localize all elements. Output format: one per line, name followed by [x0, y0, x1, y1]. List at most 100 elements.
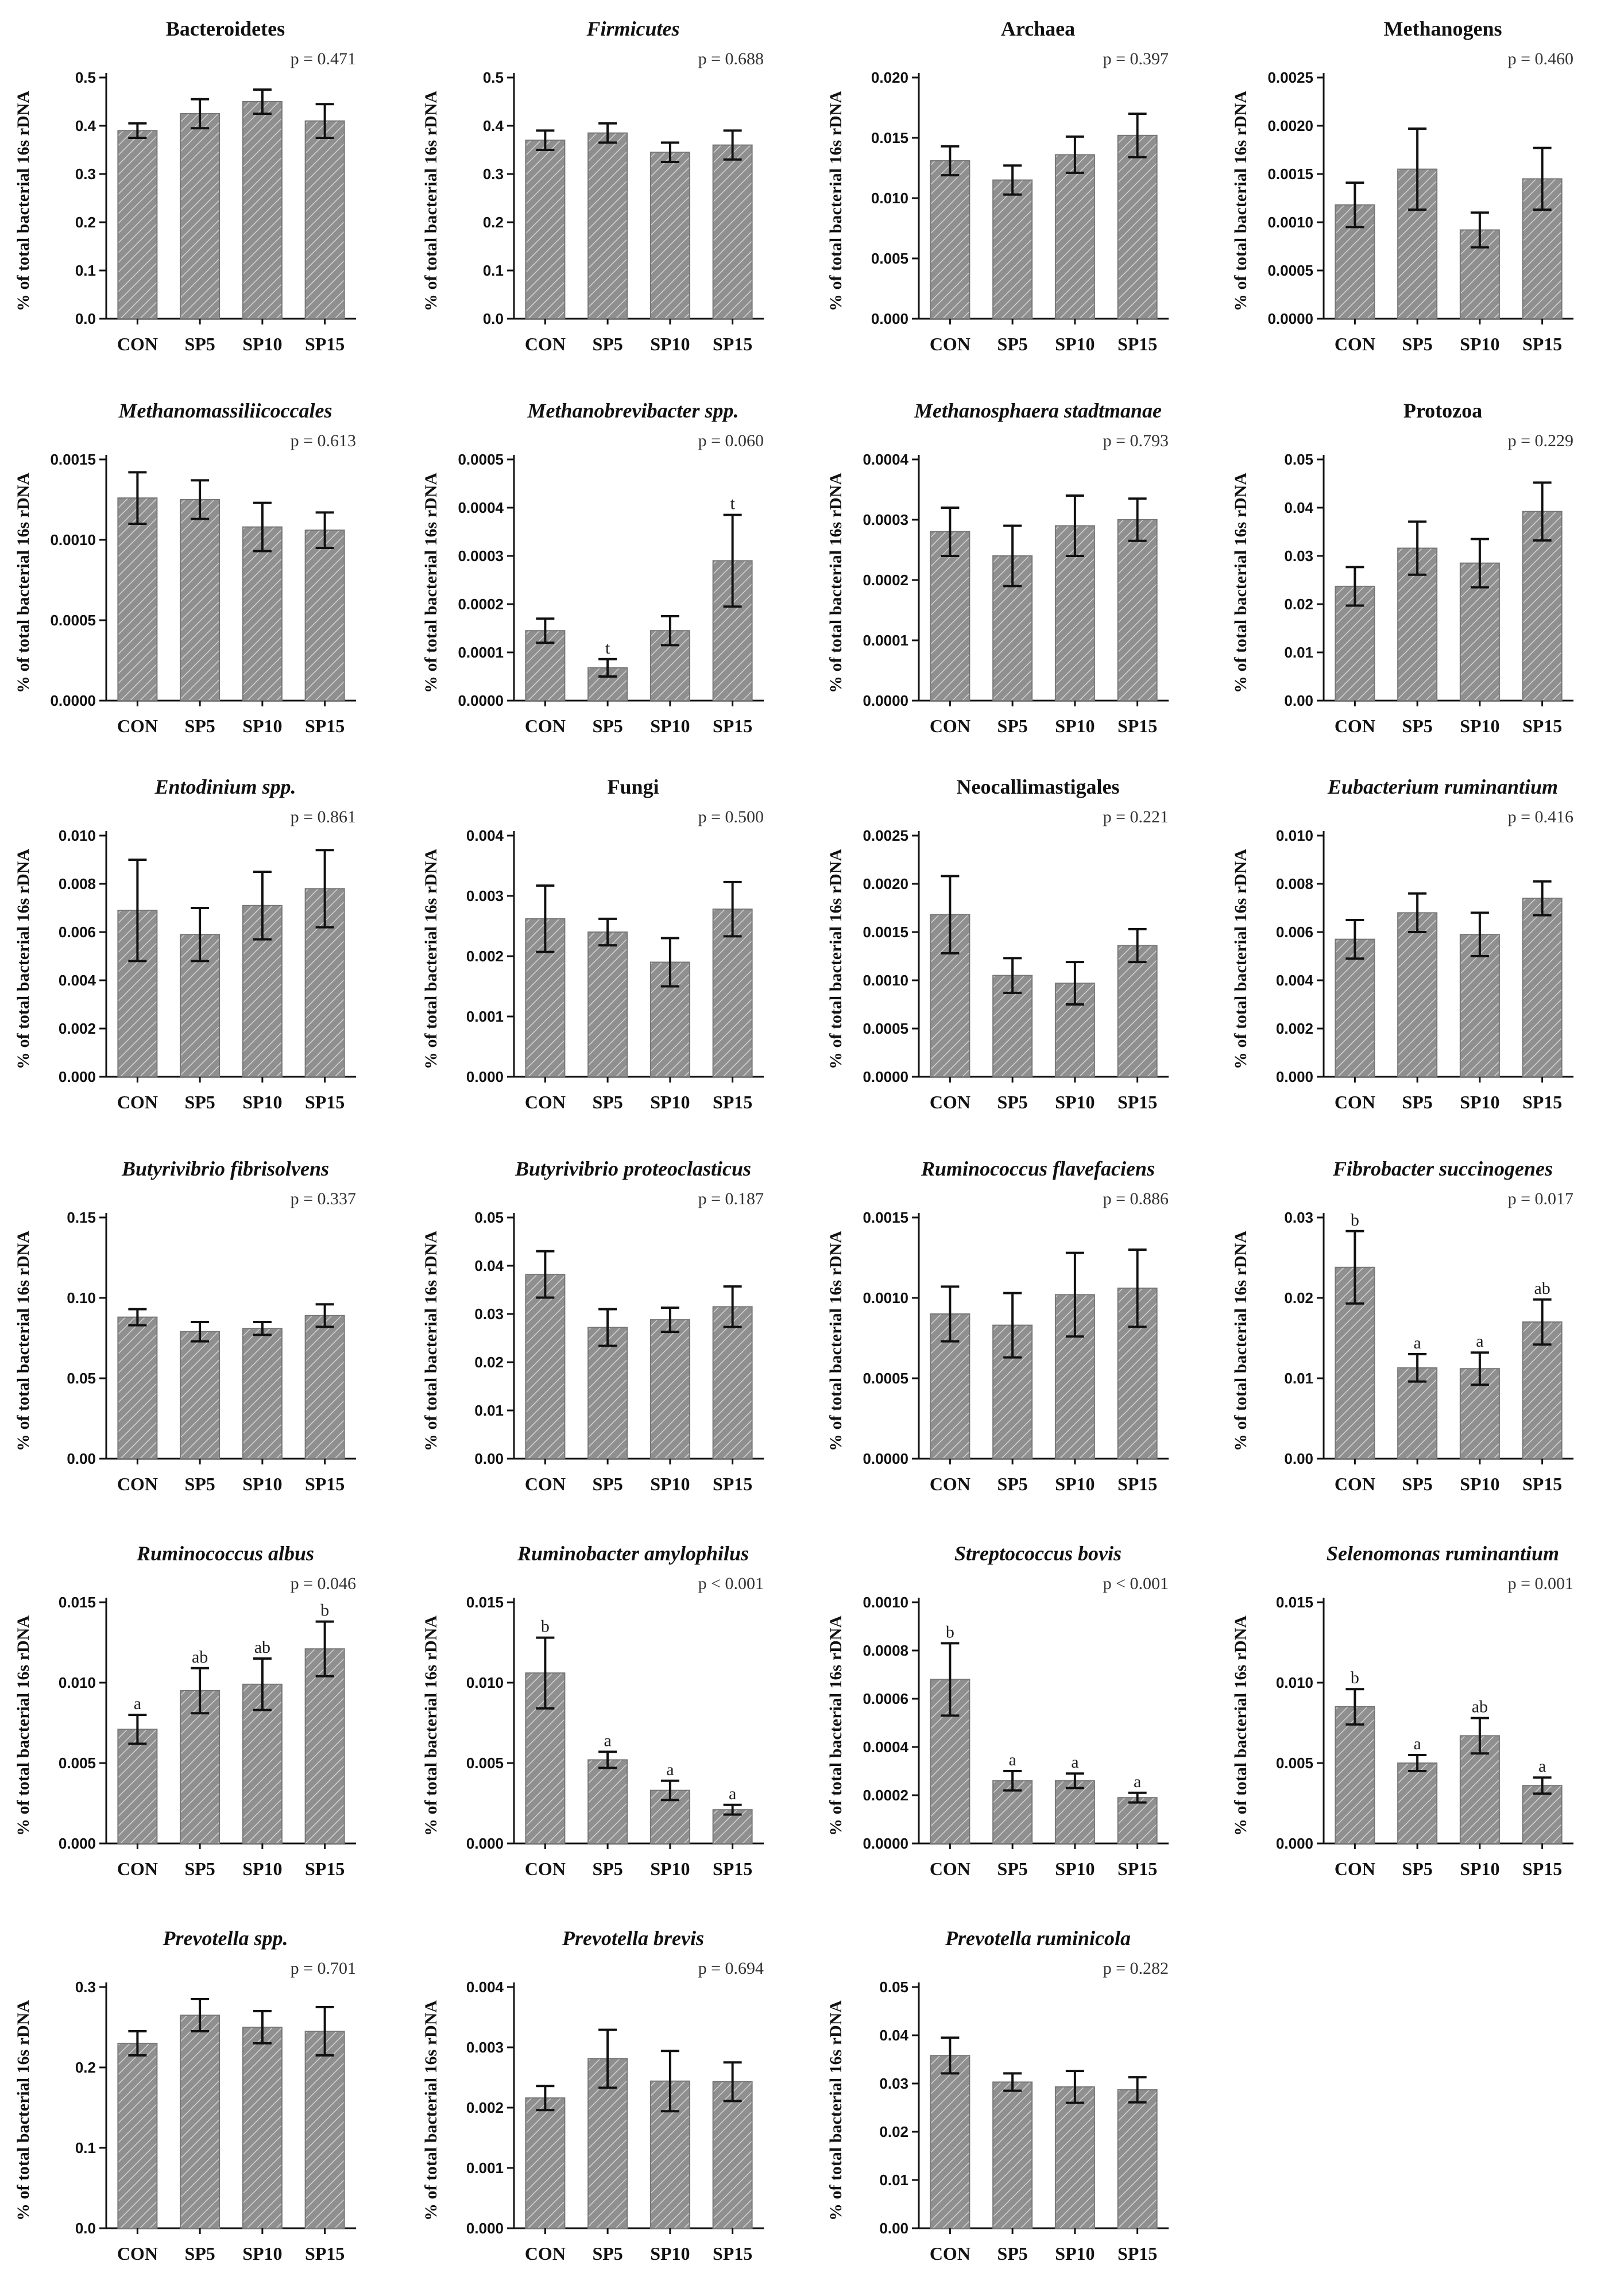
x-tick-label: SP5: [184, 1858, 215, 1879]
y-axis-label: % of total bacterial 16s rDNA: [1231, 1615, 1250, 1836]
y-axis-label: % of total bacterial 16s rDNA: [826, 849, 845, 1069]
y-tick-label: 0.0004: [863, 451, 908, 468]
y-tick-label: 0.2: [483, 214, 504, 231]
significance-letter: t: [605, 639, 610, 658]
y-tick-label: 0.0002: [458, 596, 504, 613]
x-tick-label: SP5: [184, 1092, 215, 1112]
chart-title: Archaea: [1001, 17, 1075, 40]
y-tick-label: 0.05: [474, 1209, 504, 1226]
y-tick-label: 0.0: [75, 310, 96, 327]
p-value-label: p = 0.793: [1103, 431, 1169, 450]
y-tick-label: 0.005: [1276, 1754, 1313, 1772]
x-tick-label: CON: [117, 1858, 158, 1879]
x-tick-label: CON: [117, 716, 158, 736]
y-tick-label: 0.10: [67, 1289, 96, 1307]
significance-letter: ab: [1534, 1279, 1550, 1298]
bar-con: [117, 1316, 158, 1459]
chart-title: Eubacterium ruminantium: [1327, 775, 1558, 798]
y-tick-label: 0.0000: [458, 692, 504, 709]
p-value-label: p = 0.694: [698, 1959, 764, 1978]
x-tick-label: SP5: [1402, 1092, 1432, 1112]
y-tick-label: 0.2: [75, 2059, 96, 2076]
significance-letter: b: [320, 1601, 329, 1620]
x-tick-label: SP5: [997, 1092, 1027, 1112]
chart-title: Entodinium spp.: [154, 775, 296, 798]
chart-title: Methanosphaera stadtmanae: [914, 399, 1162, 422]
y-tick-label: 0.4: [75, 117, 96, 134]
chart-panel-14: Butyrivibrio proteoclasticus p = 0.187 % o…: [422, 1157, 764, 1494]
y-tick-label: 0.3: [75, 1978, 96, 1996]
x-tick-label: SP10: [242, 1858, 282, 1879]
bar-con: [117, 1729, 158, 1845]
p-value-label: p = 0.861: [291, 807, 356, 826]
bar-sp15: [1117, 2089, 1158, 2229]
y-tick-label: 0.02: [1284, 1289, 1313, 1307]
chart-panel-10: Fungi p = 0.500 % of total bacterial 16s r…: [422, 775, 764, 1112]
x-tick-label: SP10: [1460, 716, 1499, 736]
y-tick-label: 0.015: [1276, 1594, 1313, 1611]
y-tick-label: 0.0005: [863, 1020, 908, 1037]
chart-title: Protozoa: [1403, 399, 1482, 422]
p-value-label: p = 0.500: [698, 807, 764, 826]
y-tick-label: 0.0010: [863, 1289, 908, 1307]
y-axis-label: % of total bacterial 16s rDNA: [826, 1615, 845, 1836]
significance-letter: b: [541, 1617, 550, 1636]
y-tick-label: 0.1: [75, 2139, 96, 2156]
x-tick-label: CON: [525, 1858, 566, 1879]
y-tick-label: 0.03: [1284, 547, 1313, 565]
bar-sp10: [242, 2027, 283, 2229]
y-axis-label: % of total bacterial 16s rDNA: [14, 1615, 33, 1836]
y-tick-label: 0.2: [75, 214, 96, 231]
p-value-label: p = 0.060: [698, 431, 764, 450]
y-axis-label: % of total bacterial 16s rDNA: [14, 2000, 33, 2221]
x-tick-label: CON: [525, 2243, 566, 2264]
x-tick-label: SP15: [305, 2243, 345, 2264]
bar-sp10: [1459, 934, 1500, 1078]
x-tick-label: SP10: [650, 334, 690, 354]
bar-sp15: [304, 120, 345, 319]
x-tick-label: SP15: [1522, 1092, 1562, 1112]
bar-con: [1335, 1706, 1375, 1844]
chart-panel-11: Neocallimastigales p = 0.221 % of total ba…: [826, 775, 1169, 1112]
bar-sp5: [587, 1327, 628, 1459]
y-tick-label: 0.04: [474, 1257, 504, 1274]
x-tick-label: SP15: [1118, 2243, 1157, 2264]
y-tick-label: 0.0004: [458, 499, 504, 516]
bar-sp10: [1054, 2086, 1095, 2229]
y-tick-label: 0.02: [879, 2123, 908, 2140]
y-tick-label: 0.0001: [458, 644, 504, 661]
y-tick-label: 0.0000: [50, 692, 96, 709]
p-value-label: p = 0.416: [1508, 807, 1573, 826]
chart-title: Ruminococcus flavefaciens: [921, 1157, 1155, 1180]
x-tick-label: SP5: [184, 1474, 215, 1494]
x-tick-label: SP5: [1402, 1474, 1432, 1494]
p-value-label: p < 0.001: [1103, 1574, 1169, 1593]
y-tick-label: 0.0000: [863, 692, 908, 709]
chart-panel-7: Methanosphaera stadtmanae p = 0.793 % of t…: [826, 399, 1169, 736]
chart-panel-1: Bacteroidetes p = 0.471 % of total bacteri…: [14, 17, 356, 354]
chart-panel-23: Prevotella ruminicola p = 0.282 % of total…: [826, 1927, 1169, 2264]
y-tick-label: 0.04: [879, 2027, 908, 2044]
x-tick-label: SP15: [1522, 1474, 1562, 1494]
y-tick-label: 0.002: [59, 1020, 96, 1037]
chart-title: Neocallimastigales: [957, 775, 1120, 798]
y-tick-label: 0.0020: [1267, 117, 1313, 134]
bar-sp15: [304, 1315, 345, 1459]
y-tick-label: 0.005: [59, 1754, 96, 1772]
x-tick-label: CON: [930, 1858, 970, 1879]
chart-panel-5: Methanomassiliicoccales p = 0.613 % of tot…: [14, 399, 356, 736]
chart-title: Ruminobacter amylophilus: [517, 1542, 749, 1565]
x-tick-label: SP5: [997, 334, 1027, 354]
chart-panel-17: Ruminococcus albus p = 0.046 % of total ba…: [14, 1542, 356, 1879]
x-tick-label: SP15: [305, 1858, 345, 1879]
x-tick-label: SP15: [713, 716, 752, 736]
x-tick-label: SP10: [1055, 1858, 1095, 1879]
chart-panel-12: Eubacterium ruminantium p = 0.416 % of tot…: [1231, 775, 1573, 1112]
x-tick-label: SP10: [242, 716, 282, 736]
y-tick-label: 0.0000: [863, 1450, 908, 1467]
x-tick-label: SP10: [650, 1858, 690, 1879]
bar-con: [117, 2043, 158, 2229]
y-tick-label: 0.0005: [1267, 262, 1313, 279]
significance-letter: b: [1351, 1668, 1359, 1687]
